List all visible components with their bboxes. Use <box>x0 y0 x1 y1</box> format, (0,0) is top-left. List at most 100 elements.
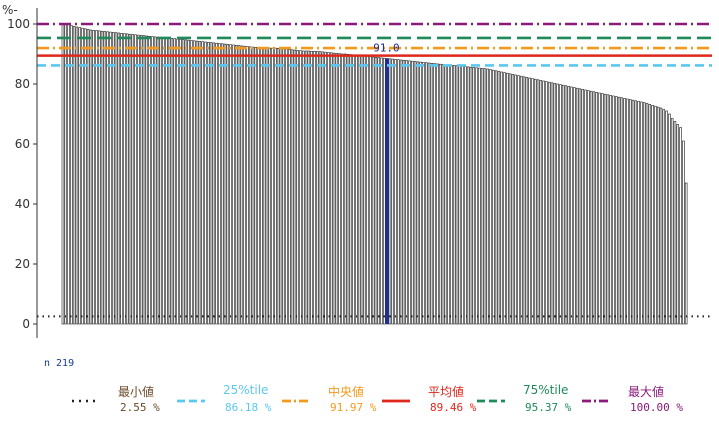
bar <box>329 52 333 325</box>
bar <box>670 118 674 325</box>
bar <box>346 53 350 325</box>
highlighted-bar <box>384 58 389 324</box>
bar <box>592 91 596 325</box>
bar <box>391 58 394 325</box>
bar <box>500 71 503 325</box>
bar <box>176 38 179 325</box>
bar <box>533 78 537 325</box>
legend-label-median: 中央値 <box>328 385 365 399</box>
bar <box>288 49 291 325</box>
bar <box>486 68 489 325</box>
bar <box>536 79 540 325</box>
reference-lines-group <box>37 22 712 318</box>
legend-value-mean: 89.46 % <box>430 401 477 414</box>
bar <box>595 92 598 325</box>
bar <box>293 49 297 325</box>
bar <box>125 33 129 325</box>
bar <box>480 68 484 325</box>
bar <box>584 89 587 325</box>
bar <box>494 70 498 325</box>
bar <box>517 75 520 325</box>
bar <box>153 36 157 325</box>
bars-group <box>61 23 688 325</box>
bar <box>131 34 135 325</box>
bar <box>469 66 473 325</box>
bar <box>363 55 367 325</box>
bar <box>304 50 308 325</box>
bar <box>106 31 109 325</box>
bar <box>433 63 436 325</box>
bar <box>355 54 358 325</box>
bar <box>684 182 688 325</box>
bar <box>377 57 380 325</box>
bar <box>679 127 682 325</box>
bar <box>260 47 263 325</box>
bar <box>399 59 403 325</box>
bar <box>98 30 101 325</box>
bar <box>567 86 571 325</box>
bar <box>145 35 149 325</box>
bar <box>335 53 339 325</box>
bar <box>159 37 162 325</box>
bar <box>651 105 654 325</box>
bar <box>606 94 610 325</box>
highlight-value-label: 91.0 <box>373 42 400 55</box>
bar <box>673 121 677 325</box>
bar <box>626 98 629 325</box>
bar <box>204 41 207 325</box>
bar <box>95 30 98 325</box>
legend-swatch-mean <box>382 399 410 403</box>
bar <box>656 106 660 325</box>
bar <box>466 66 470 325</box>
sample-count-label: n 219 <box>44 358 75 369</box>
bar <box>81 27 84 325</box>
bar <box>207 41 210 325</box>
bar <box>299 50 302 325</box>
y-tick-label: 20 <box>15 257 30 271</box>
bar <box>349 54 353 325</box>
chart-area: 0 20 40 60 80 100 %- 91.0 <box>2 3 712 338</box>
bar <box>452 65 456 325</box>
bar <box>659 107 663 325</box>
bar <box>422 62 425 325</box>
bar <box>570 86 573 325</box>
bar <box>539 80 543 325</box>
bar <box>70 25 73 325</box>
bar <box>64 23 67 325</box>
bar <box>578 88 582 325</box>
bar <box>603 93 607 325</box>
bar <box>195 40 199 325</box>
bar <box>461 66 464 325</box>
legend-swatch-min <box>72 399 100 403</box>
bar <box>645 103 649 325</box>
bar <box>103 31 107 325</box>
bar <box>662 109 666 325</box>
bar <box>128 33 132 325</box>
bar <box>151 36 154 325</box>
legend: 最小値 2.55 % 25%tile 86.18 % 中央値 91.97 % 平均値 89.4… <box>70 383 710 423</box>
bar <box>142 35 146 325</box>
bar <box>72 26 76 325</box>
bar <box>489 69 492 325</box>
bar <box>623 98 626 325</box>
bar <box>248 46 252 325</box>
bar <box>405 60 408 325</box>
bar <box>181 39 185 325</box>
bar <box>307 50 311 325</box>
bar <box>162 37 165 325</box>
bar <box>547 81 551 325</box>
bar <box>581 89 584 325</box>
bar <box>637 101 640 325</box>
bar <box>587 90 590 325</box>
bar <box>511 74 515 325</box>
bar <box>120 32 123 325</box>
bar <box>262 47 266 325</box>
bar <box>631 99 635 325</box>
bar <box>170 38 174 325</box>
bar <box>324 51 327 325</box>
bar <box>676 124 680 325</box>
bar <box>411 60 414 325</box>
bar <box>629 99 632 325</box>
bar <box>617 96 621 325</box>
bar <box>408 60 411 325</box>
